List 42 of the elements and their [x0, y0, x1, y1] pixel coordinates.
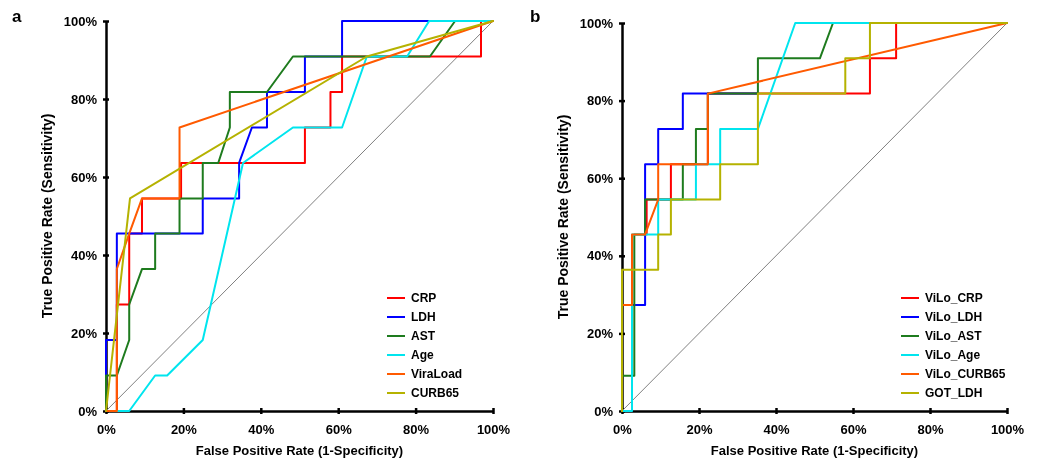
legend-label: ViLo_Age	[925, 348, 981, 362]
legend-label: ViLo_AST	[925, 329, 983, 343]
legend-label: AST	[411, 329, 436, 343]
legend-label: CURB65	[411, 386, 460, 400]
x-axis-title: False Positive Rate (1-Specificity)	[195, 443, 404, 458]
y-tick-label: 100%	[579, 15, 614, 31]
x-tick-label: 80%	[403, 422, 430, 438]
legend-label: CRP	[411, 291, 437, 305]
y-tick-label: 80%	[70, 91, 98, 107]
legend-label: Age	[411, 348, 434, 362]
x-tick-label: 60%	[325, 422, 353, 438]
x-tick-label: 20%	[686, 422, 713, 438]
y-tick-label: 40%	[70, 247, 98, 263]
legend-label: ViraLoad	[411, 367, 463, 381]
legend-label: ViLo_LDH	[925, 310, 983, 324]
x-tick-label: 0%	[613, 422, 633, 438]
y-tick-label: 0%	[78, 403, 98, 419]
chart-title: a	[12, 7, 22, 26]
y-tick-label: 20%	[586, 326, 614, 342]
chart-title: b	[530, 7, 541, 26]
y-axis-title: True Positive Rate (Sensitivity)	[555, 114, 571, 320]
x-tick-label: 20%	[170, 422, 198, 438]
y-tick-label: 100%	[63, 13, 98, 29]
x-tick-label: 100%	[476, 422, 511, 438]
x-tick-label: 100%	[990, 422, 1025, 438]
legend-label: GOT_LDH	[925, 386, 983, 400]
legend-label: LDH	[411, 310, 436, 324]
y-tick-label: 0%	[594, 403, 614, 419]
x-tick-label: 80%	[917, 422, 944, 438]
x-tick-label: 40%	[248, 422, 275, 438]
x-tick-label: 60%	[840, 422, 867, 438]
y-tick-label: 20%	[70, 325, 98, 341]
x-axis-title: False Positive Rate (1-Specificity)	[710, 443, 919, 458]
x-tick-label: 40%	[763, 422, 790, 438]
y-tick-label: 40%	[586, 248, 614, 264]
x-tick-label: 0%	[97, 422, 117, 438]
y-tick-label: 60%	[586, 170, 614, 186]
legend-label: ViLo_CRP	[925, 291, 983, 305]
y-axis-title: True Positive Rate (Sensitivity)	[39, 113, 55, 319]
y-tick-label: 80%	[586, 93, 614, 109]
legend-label: ViLo_CURB65	[925, 367, 1006, 381]
y-tick-label: 60%	[70, 169, 98, 185]
